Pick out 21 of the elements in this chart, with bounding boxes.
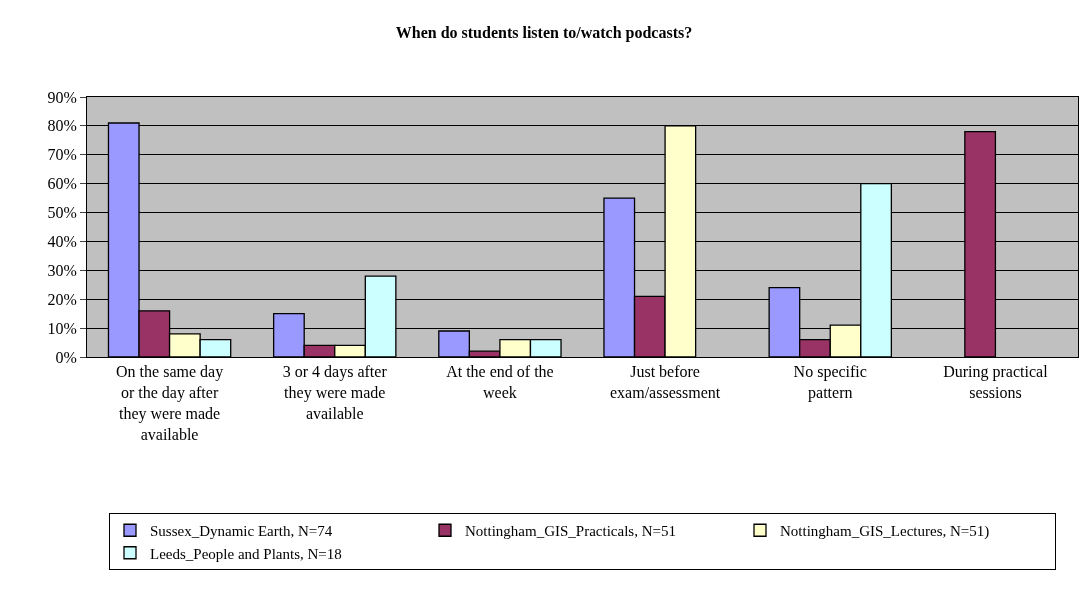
chart-title: When do students listen to/watch podcasts? xyxy=(395,24,693,43)
legend-label: Nottingham_GIS_Lectures, N=51) xyxy=(780,523,990,541)
x-tick-label: No specific pattern xyxy=(793,363,867,402)
y-tick-label: 10% xyxy=(47,319,77,337)
y-tick-label: 30% xyxy=(47,261,77,279)
y-tick-label: 20% xyxy=(47,290,77,308)
legend-label: Leeds_People and Plants, N=18 xyxy=(150,545,342,562)
y-tick-label: 50% xyxy=(47,204,77,222)
x-tick-label: On the same day or the day after they were made available xyxy=(116,363,224,443)
x-tick-label: During practical sessions xyxy=(943,363,1049,401)
legend-label: Sussex_Dynamic Earth, N=74 xyxy=(150,523,333,540)
x-tick-label: At the end of the week xyxy=(446,363,554,401)
y-tick-label: 40% xyxy=(47,233,77,251)
x-tick-label: 3 or 4 days after they were made available xyxy=(282,363,388,422)
y-tick-label: 70% xyxy=(47,146,77,164)
y-tick-label: 0% xyxy=(55,348,77,366)
legend-label: Nottingham_GIS_Practicals, N=51 xyxy=(465,523,676,540)
x-tick-label: Just before exam/assessment xyxy=(609,363,721,401)
y-tick-label: 80% xyxy=(47,117,77,135)
y-tick-label: 60% xyxy=(47,175,77,193)
y-tick-label: 90% xyxy=(47,88,77,106)
